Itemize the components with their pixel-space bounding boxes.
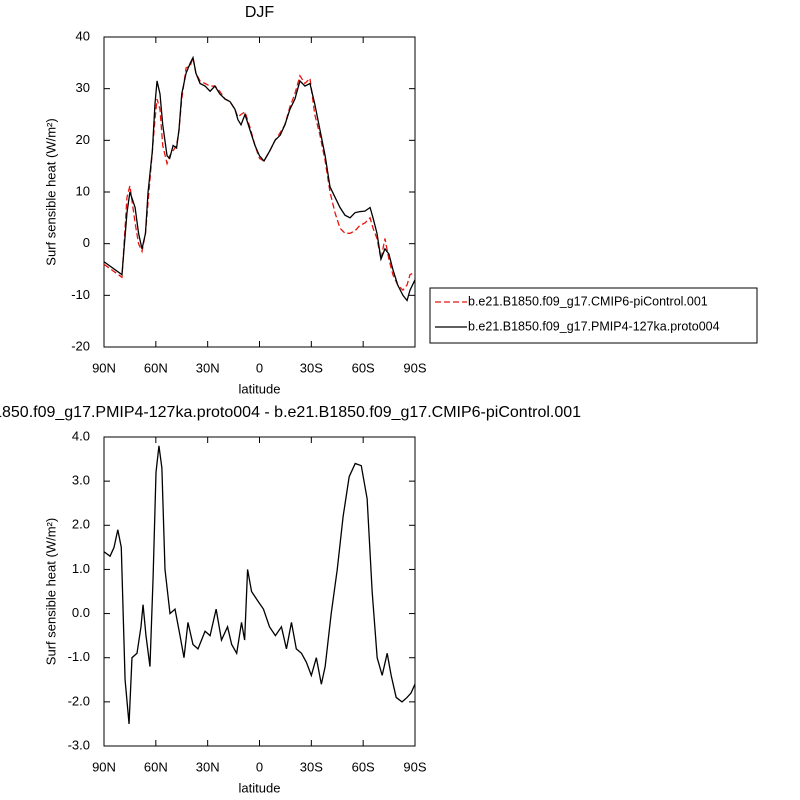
y-tick-label: 2.0 bbox=[72, 517, 90, 532]
y-tick-label: 10 bbox=[76, 183, 90, 198]
y-tick-label: 0.0 bbox=[72, 605, 90, 620]
data-line bbox=[103, 445, 416, 724]
chart-title: DJF bbox=[245, 4, 275, 21]
x-tick-label: 30N bbox=[196, 360, 220, 375]
plot-frame bbox=[103, 36, 416, 348]
chart: b.e21.B1850.f09_g17.PMIP4-127ka.proto004… bbox=[0, 404, 581, 795]
x-tick-label: 60N bbox=[144, 360, 168, 375]
y-tick-label: 30 bbox=[76, 80, 90, 95]
y-tick-label: -2.0 bbox=[68, 693, 90, 708]
y-tick-label: 40 bbox=[76, 28, 90, 43]
x-tick-label: 90N bbox=[92, 759, 116, 774]
data-line bbox=[103, 55, 416, 302]
x-tick-label: 60N bbox=[144, 759, 168, 774]
chart: DJF latitude Surf sensible heat (W/m²) 90N 6… bbox=[43, 4, 758, 396]
y-tick-label: -1.0 bbox=[68, 649, 90, 664]
y-axis-label: Surf sensible heat (W/m²) bbox=[43, 118, 58, 265]
data-line bbox=[103, 55, 416, 292]
x-tick-label: 90N bbox=[92, 360, 116, 375]
y-tick-label: -20 bbox=[71, 338, 90, 353]
x-tick-label: 0 bbox=[256, 360, 263, 375]
legend-label: b.e21.B1850.f09_g17.PMIP4-127ka.proto004 bbox=[468, 319, 720, 333]
y-tick-label: 20 bbox=[76, 132, 90, 147]
y-tick-label: 4.0 bbox=[72, 428, 90, 443]
plot-frame bbox=[103, 436, 416, 747]
x-tick-label: 0 bbox=[256, 759, 263, 774]
y-tick-label: -10 bbox=[71, 287, 90, 302]
x-tick-label: 30S bbox=[300, 759, 323, 774]
y-tick-label: 0 bbox=[83, 235, 90, 250]
x-tick-label: 90S bbox=[403, 759, 426, 774]
y-axis-label: Surf sensible heat (W/m²) bbox=[43, 518, 58, 665]
y-tick-label: 3.0 bbox=[72, 473, 90, 488]
x-tick-label: 60S bbox=[352, 360, 375, 375]
x-axis-label: latitude bbox=[239, 780, 281, 795]
x-tick-label: 30S bbox=[300, 360, 323, 375]
y-tick-label: -3.0 bbox=[68, 737, 90, 752]
chart-title: b.e21.B1850.f09_g17.PMIP4-127ka.proto004… bbox=[0, 404, 581, 421]
legend-label: b.e21.B1850.f09_g17.CMIP6-piControl.001 bbox=[468, 294, 708, 308]
x-tick-label: 30N bbox=[196, 759, 220, 774]
x-axis-label: latitude bbox=[239, 381, 281, 396]
x-tick-label: 60S bbox=[352, 759, 375, 774]
x-tick-label: 90S bbox=[403, 360, 426, 375]
y-tick-label: 1.0 bbox=[72, 561, 90, 576]
legend-box bbox=[429, 287, 758, 344]
